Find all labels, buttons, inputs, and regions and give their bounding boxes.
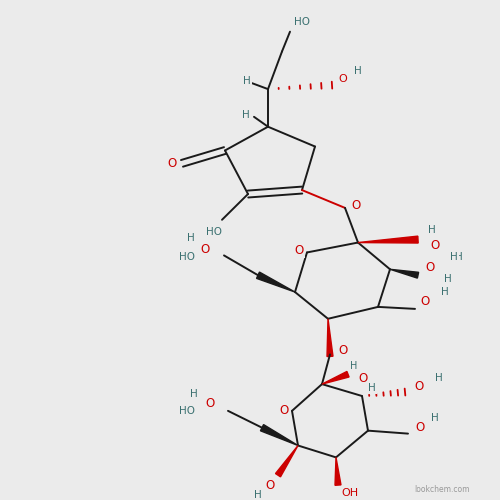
Text: O: O (206, 398, 215, 410)
Text: H: H (431, 413, 439, 423)
Text: HO: HO (179, 252, 195, 262)
Text: O: O (420, 296, 429, 308)
Polygon shape (390, 270, 418, 278)
Text: H: H (190, 389, 198, 399)
Text: H: H (368, 383, 376, 393)
Text: H: H (435, 373, 443, 383)
Text: H: H (441, 287, 449, 297)
Text: H: H (242, 110, 250, 120)
Text: H: H (450, 252, 458, 262)
Text: O: O (415, 421, 424, 434)
Text: OH: OH (341, 488, 358, 498)
Text: H: H (254, 490, 262, 500)
Polygon shape (335, 458, 341, 485)
Polygon shape (327, 319, 333, 356)
Text: H: H (354, 66, 362, 76)
Text: O: O (280, 404, 288, 417)
Text: H: H (428, 224, 436, 234)
Text: O: O (168, 157, 176, 170)
Text: O: O (338, 74, 347, 84)
Text: H: H (350, 362, 358, 372)
Text: O: O (430, 239, 440, 252)
Text: H: H (243, 76, 251, 86)
Text: O: O (425, 261, 434, 274)
Text: O: O (266, 478, 274, 492)
Polygon shape (322, 372, 349, 384)
Text: O: O (201, 243, 210, 256)
Text: HO: HO (206, 226, 222, 236)
Text: H: H (455, 252, 463, 262)
Polygon shape (358, 236, 418, 243)
Text: O: O (351, 200, 360, 212)
Text: lookchem.com: lookchem.com (414, 485, 470, 494)
Text: HO: HO (294, 17, 310, 27)
Text: O: O (414, 380, 423, 392)
Text: HO: HO (179, 406, 195, 416)
Text: O: O (294, 244, 304, 257)
Text: O: O (338, 344, 347, 357)
Text: H: H (444, 274, 452, 284)
Text: O: O (358, 372, 367, 384)
Polygon shape (260, 424, 298, 446)
Polygon shape (256, 272, 295, 292)
Polygon shape (276, 446, 298, 477)
Text: H: H (187, 232, 195, 242)
